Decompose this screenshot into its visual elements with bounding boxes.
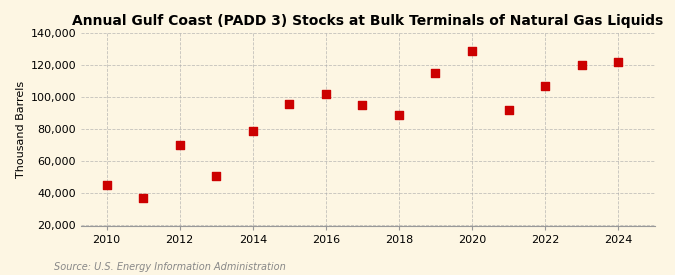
Title: Annual Gulf Coast (PADD 3) Stocks at Bulk Terminals of Natural Gas Liquids: Annual Gulf Coast (PADD 3) Stocks at Bul… xyxy=(72,14,664,28)
Point xyxy=(211,174,221,178)
Point xyxy=(540,84,551,88)
Point xyxy=(466,48,477,53)
Point xyxy=(284,101,295,106)
Point xyxy=(430,71,441,75)
Point xyxy=(357,103,368,107)
Y-axis label: Thousand Barrels: Thousand Barrels xyxy=(16,81,26,178)
Point xyxy=(174,143,185,147)
Text: Source: U.S. Energy Information Administration: Source: U.S. Energy Information Administ… xyxy=(54,262,286,272)
Point xyxy=(576,63,587,67)
Point xyxy=(613,60,624,64)
Point xyxy=(394,112,404,117)
Point xyxy=(321,92,331,96)
Point xyxy=(503,108,514,112)
Point xyxy=(247,129,258,133)
Point xyxy=(101,183,112,188)
Point xyxy=(138,196,148,200)
